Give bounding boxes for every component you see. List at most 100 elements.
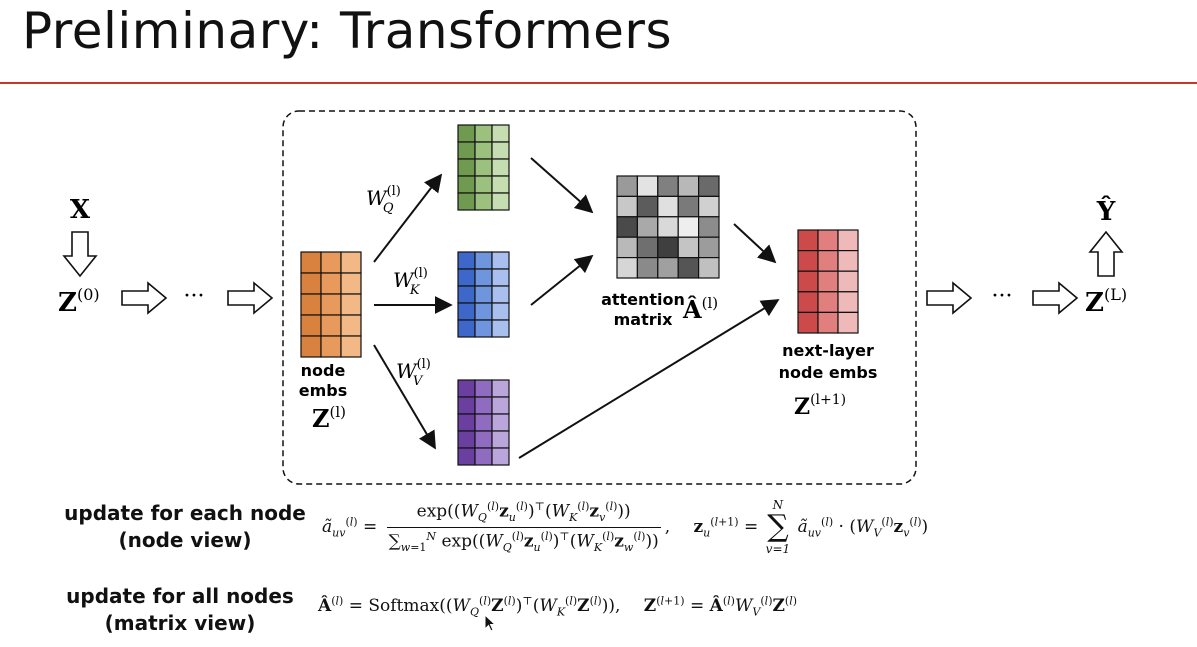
matrix-cell xyxy=(657,236,679,259)
node-embs-label-line2: embs xyxy=(299,381,348,400)
matrix-cell xyxy=(457,285,476,304)
matrix-cell xyxy=(300,251,322,274)
right-arrow-icon xyxy=(926,281,973,315)
arrow-to-query xyxy=(373,173,443,263)
matrix-cell xyxy=(474,175,493,194)
matrix-cell xyxy=(636,175,659,197)
matrix-cell xyxy=(817,250,839,272)
right-arrow-icon xyxy=(227,281,274,315)
arrow-value-to-next xyxy=(518,299,780,459)
matrix-cell xyxy=(491,379,510,398)
matrix-cell xyxy=(797,270,819,293)
matrix-cell xyxy=(457,124,476,143)
key-matrix xyxy=(457,251,510,338)
attention-label-line2: matrix xyxy=(614,310,673,329)
matrix-cell xyxy=(474,396,493,415)
matrix-cell xyxy=(320,335,342,358)
attention-label-line1: attention xyxy=(601,290,685,309)
softmax-formula: Â(l) = Softmax((WQ(l)Z(l))⊤(WK(l)Z(l))), xyxy=(318,594,626,619)
matrix-cell xyxy=(320,314,342,337)
matrix-view-label-line1: update for all nodes xyxy=(66,584,294,608)
matrix-cell xyxy=(457,413,476,432)
up-arrow-icon xyxy=(1088,230,1124,277)
zL-label: Z(L) xyxy=(1085,285,1127,318)
matrix-cell xyxy=(616,195,638,218)
attention-matrix xyxy=(616,175,720,279)
slide-title: Preliminary: Transformers xyxy=(22,2,673,60)
matrix-cell xyxy=(491,141,510,160)
matrix-cell xyxy=(457,192,476,211)
matrix-cell xyxy=(474,251,493,270)
matrix-cell xyxy=(340,293,362,316)
matrix-cell xyxy=(636,257,659,279)
matrix-cell xyxy=(320,251,342,274)
matrix-view-label: update for all nodes (matrix view) xyxy=(55,583,305,637)
matrix-cell xyxy=(491,302,510,321)
matrix-cell xyxy=(677,216,700,238)
matrix-cell xyxy=(697,236,720,259)
matrix-cell xyxy=(474,124,493,143)
matrix-cell xyxy=(817,270,839,293)
matrix-cell xyxy=(474,192,493,211)
value-matrix xyxy=(457,379,510,466)
matrix-cell xyxy=(616,175,638,197)
matrix-cell xyxy=(491,396,510,415)
matrix-cell xyxy=(636,236,659,259)
matrix-cell xyxy=(616,257,638,279)
matrix-cell xyxy=(457,141,476,160)
matrix-cell xyxy=(474,141,493,160)
right-arrow-icon xyxy=(1032,281,1079,315)
matrix-cell xyxy=(636,216,659,238)
matrix-update-formula: Z(l+1) = Â(l)WV(l)Z(l) xyxy=(643,594,798,619)
matrix-cell xyxy=(474,285,493,304)
matrix-cell xyxy=(300,335,322,358)
matrix-cell xyxy=(474,413,493,432)
znext-label: Z(l+1) xyxy=(794,392,846,420)
matrix-cell xyxy=(837,229,859,252)
node-view-equation: ãuv(l) = exp((WQ(l)zu(l))⊤(WK(l)zv(l))) … xyxy=(322,498,928,556)
matrix-cell xyxy=(657,257,679,279)
matrix-cell xyxy=(616,216,638,238)
node-view-label: update for each node (node view) xyxy=(60,500,310,554)
matrix-cell xyxy=(474,319,493,338)
matrix-cell xyxy=(797,291,819,313)
matrix-cell xyxy=(837,291,859,313)
output-y-label: Ŷ xyxy=(1096,195,1116,227)
matrix-cell xyxy=(797,311,819,334)
arrow-to-value xyxy=(373,344,436,450)
title-divider xyxy=(0,82,1197,84)
matrix-cell xyxy=(491,158,510,177)
node-embedding-matrix xyxy=(300,251,362,358)
zl-label: Z(l) xyxy=(312,403,346,433)
matrix-cell xyxy=(457,251,476,270)
arrow-attention-to-next xyxy=(733,223,777,264)
attention-weight-formula: ãuv(l) = exp((WQ(l)zu(l))⊤(WK(l)zv(l))) … xyxy=(322,500,676,554)
ellipsis-right: ··· xyxy=(992,284,1013,309)
matrix-cell xyxy=(457,430,476,449)
matrix-cell xyxy=(457,268,476,287)
matrix-cell xyxy=(457,175,476,194)
matrix-cell xyxy=(677,195,700,218)
matrix-cell xyxy=(320,293,342,316)
node-embs-label-line1: node xyxy=(301,361,346,380)
matrix-cell xyxy=(657,175,679,197)
matrix-cell xyxy=(677,175,700,197)
matrix-cell xyxy=(300,272,322,295)
right-arrow-icon xyxy=(121,281,168,315)
down-arrow-icon xyxy=(62,231,98,278)
matrix-cell xyxy=(491,285,510,304)
next-layer-embedding-matrix xyxy=(797,229,859,334)
matrix-cell xyxy=(340,335,362,358)
matrix-cell xyxy=(457,319,476,338)
transformer-layer-box xyxy=(282,110,917,485)
matrix-cell xyxy=(457,302,476,321)
input-x-label: X xyxy=(70,195,91,225)
matrix-cell xyxy=(491,447,510,466)
matrix-cell xyxy=(474,430,493,449)
matrix-cell xyxy=(457,158,476,177)
matrix-cell xyxy=(457,396,476,415)
matrix-cell xyxy=(616,236,638,259)
matrix-cell xyxy=(697,195,720,218)
matrix-cell xyxy=(797,229,819,252)
